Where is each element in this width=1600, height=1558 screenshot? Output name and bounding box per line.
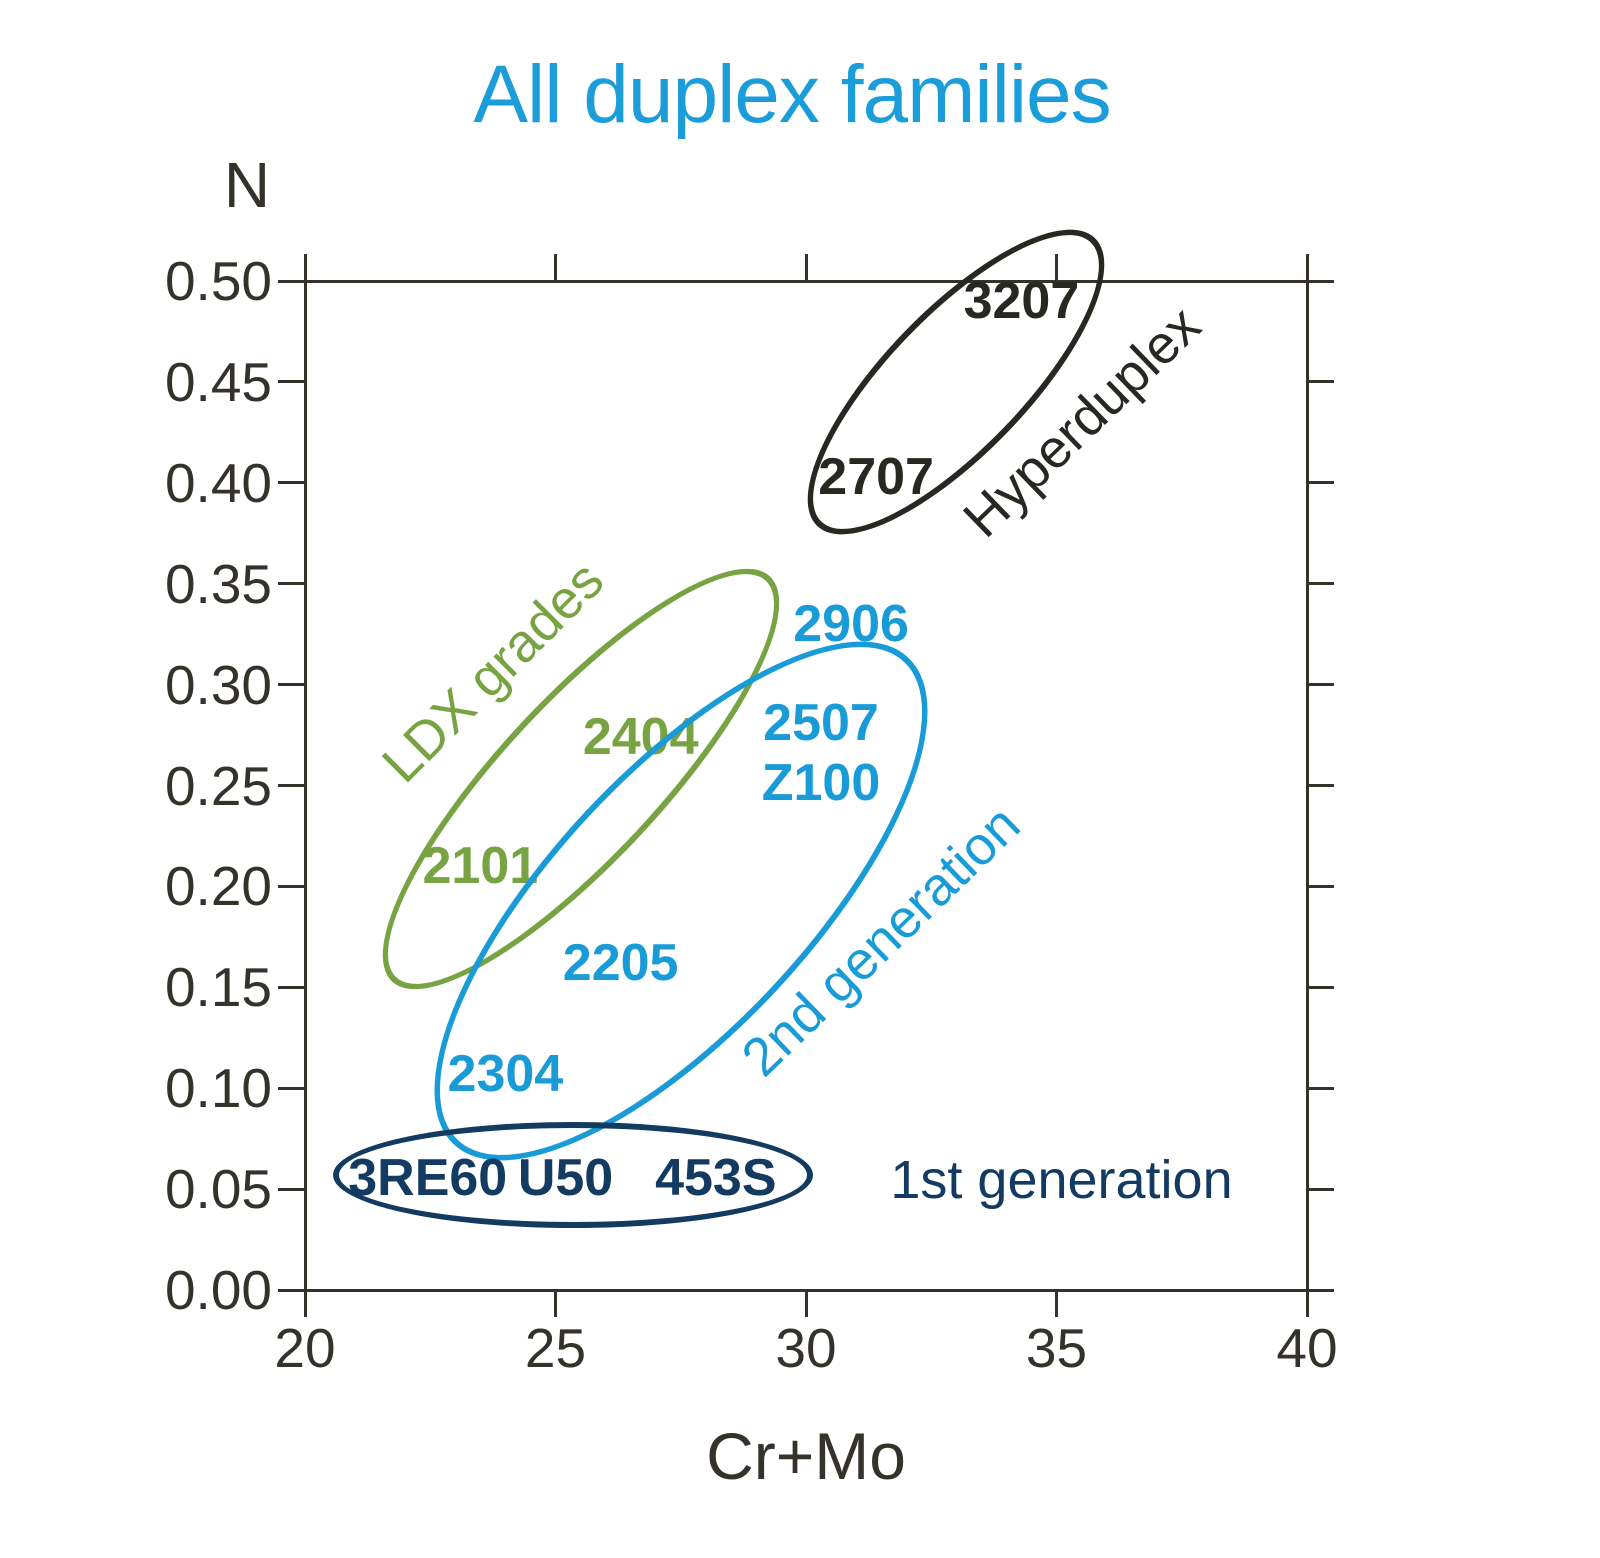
grade-label-2404: 2404 <box>582 708 699 767</box>
y-tick-label: 0.30 <box>164 653 272 716</box>
y-tick-label: 0.35 <box>164 552 272 615</box>
x-tick-label: 40 <box>1276 1317 1338 1379</box>
y-tick-label: 0.25 <box>164 754 272 817</box>
y-tick-right <box>1307 784 1334 787</box>
x-tick-label: 25 <box>524 1317 587 1379</box>
y-tick-label: 0.05 <box>164 1158 272 1221</box>
y-tick-right <box>1307 683 1334 687</box>
family-label-first-generation: 1st generation <box>890 1150 1233 1211</box>
grade-label-453S: 453S <box>655 1149 777 1207</box>
x-tick-label: 35 <box>1025 1317 1088 1379</box>
y-tick-left <box>278 582 305 586</box>
y-tick-right <box>1307 481 1334 485</box>
y-tick-label: 0.10 <box>164 1057 272 1120</box>
x-tick-bottom <box>1055 1290 1058 1317</box>
y-tick-left <box>278 985 305 989</box>
grade-label-U50: U50 <box>517 1149 614 1207</box>
x-tick-top <box>804 254 808 281</box>
plot-frame-top <box>278 279 1334 283</box>
y-tick-right <box>1307 582 1334 586</box>
grade-label-2205: 2205 <box>562 934 679 993</box>
grade-label-3207: 3207 <box>963 272 1080 331</box>
grade-label-2101: 2101 <box>422 837 539 896</box>
grade-label-2507: 2507 <box>763 693 879 752</box>
x-tick-label: 30 <box>775 1317 837 1379</box>
y-axis-label: N <box>223 149 271 221</box>
x-tick-label: 20 <box>274 1317 336 1379</box>
y-tick-label: 0.20 <box>164 855 272 918</box>
y-tick-left <box>278 1187 305 1191</box>
grade-label-Z100: Z100 <box>761 754 881 813</box>
grade-label-2304: 2304 <box>447 1045 564 1104</box>
chart-title: All duplex families <box>473 49 1111 140</box>
x-tick-bottom <box>804 1290 808 1317</box>
y-tick-label: 0.40 <box>164 451 272 514</box>
grade-label-2707: 2707 <box>818 447 934 506</box>
y-tick-right <box>1307 884 1334 888</box>
y-tick-left <box>278 1086 305 1090</box>
x-tick-top <box>554 254 557 281</box>
y-tick-left <box>278 784 305 787</box>
grade-label-3RE60: 3RE60 <box>348 1149 508 1207</box>
x-tick-bottom <box>554 1290 557 1317</box>
y-tick-label: 0.45 <box>164 350 272 413</box>
y-tick-right <box>1307 985 1334 989</box>
x-tick-top <box>1055 254 1058 281</box>
y-tick-left <box>278 683 305 687</box>
plot-frame-left <box>303 254 307 1317</box>
y-tick-left <box>278 481 305 485</box>
y-tick-right <box>1307 380 1334 384</box>
y-tick-left <box>278 884 305 888</box>
grade-label-2906: 2906 <box>793 595 909 654</box>
y-tick-label: 0.00 <box>164 1259 272 1321</box>
y-tick-label: 0.15 <box>164 956 272 1019</box>
y-tick-label: 0.50 <box>164 250 272 312</box>
x-axis-label: Cr+Mo <box>706 1419 906 1493</box>
y-tick-left <box>278 380 305 384</box>
y-tick-right <box>1307 1086 1334 1090</box>
family-ellipse-first-generation <box>333 1121 814 1228</box>
y-tick-right <box>1307 1187 1334 1191</box>
